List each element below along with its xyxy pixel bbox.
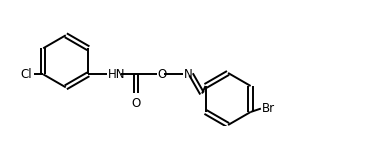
Text: Cl: Cl	[21, 68, 32, 81]
Text: O: O	[132, 97, 141, 110]
Text: HN: HN	[108, 68, 126, 81]
Text: N: N	[184, 68, 192, 81]
Text: Br: Br	[261, 102, 275, 115]
Text: O: O	[157, 68, 167, 81]
